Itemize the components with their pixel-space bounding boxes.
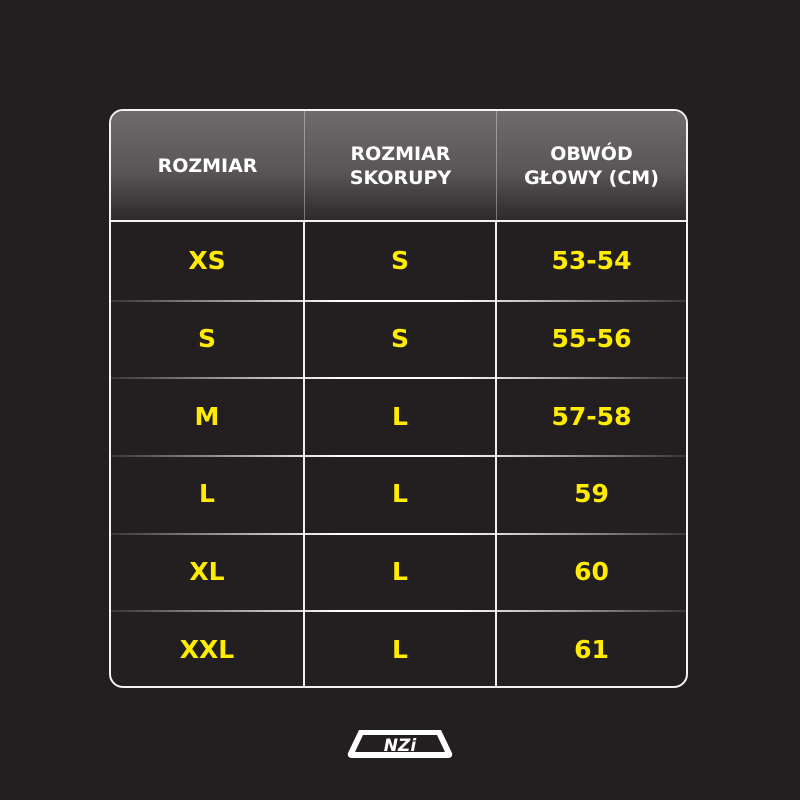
head-circumference-cell: 55-56 (551, 324, 632, 354)
size-cell: XL (111, 532, 305, 611)
shell-size-cell: S (305, 222, 497, 300)
table-row: L L 59 (111, 455, 686, 533)
nzi-logo: NZi (347, 730, 453, 758)
size-cell: M (111, 377, 305, 456)
size-cell: XS (111, 222, 305, 300)
size-cell: L (111, 455, 305, 533)
table-row: M L 57-58 (111, 377, 686, 456)
shell-size-cell: L (305, 455, 497, 533)
head-circumference-cell: 53-54 (551, 246, 632, 276)
head-circumference-cell: 59 (574, 479, 609, 509)
head-circumference-cell: 57-58 (551, 401, 632, 431)
head-circumference-cell: 60 (574, 557, 609, 587)
head-circumference-cell: 61 (574, 634, 609, 664)
table-row: XL L 60 (111, 532, 686, 611)
size-cell: XXL (111, 610, 305, 686)
shell-size-cell: L (305, 610, 497, 686)
size-cell: S (111, 299, 305, 378)
shell-size-cell: L (305, 377, 497, 456)
table-row: XS S 53-54 (111, 222, 686, 300)
header-shell-size: ROZMIAR SKORUPY (305, 111, 497, 220)
table-row: S S 55-56 (111, 299, 686, 378)
header-head-circumference: OBWÓD GŁOWY (CM) (524, 142, 659, 189)
table-body: XS S 53-54 S S 55-56 M L 57-58 L L 59 XL L 60 XXL L 61 (111, 222, 686, 686)
table-header: ROZMIAR ROZMIAR SKORUPY OBWÓD GŁOWY (CM) (111, 111, 686, 222)
svg-text:NZi: NZi (384, 736, 418, 756)
shell-size-cell: S (305, 299, 497, 378)
size-chart-table: ROZMIAR ROZMIAR SKORUPY OBWÓD GŁOWY (CM)… (109, 109, 688, 688)
header-size: ROZMIAR (111, 111, 305, 220)
shell-size-cell: L (305, 532, 497, 611)
table-row: XXL L 61 (111, 610, 686, 686)
